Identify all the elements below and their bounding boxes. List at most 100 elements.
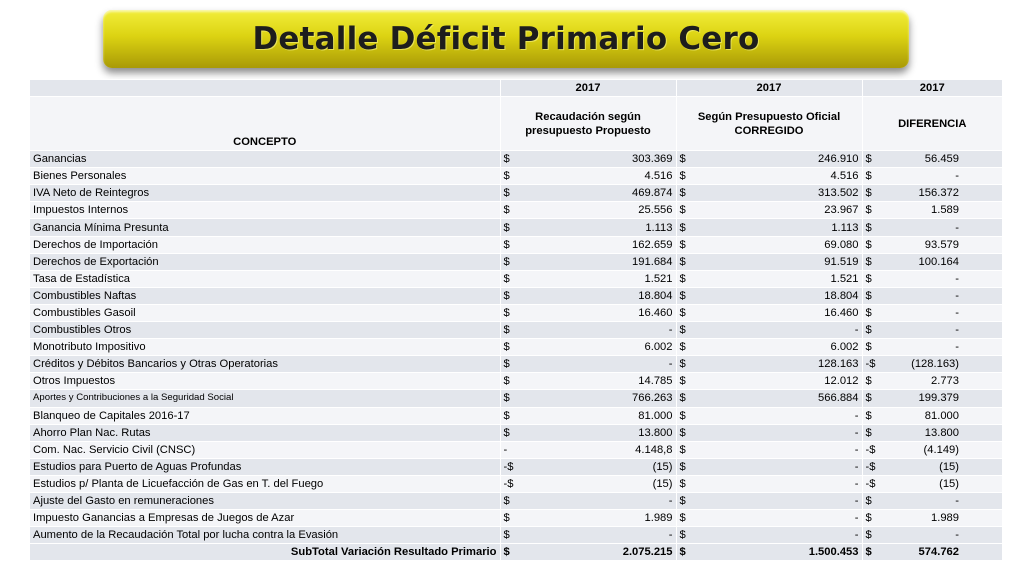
amount-value: (128.163): [911, 358, 959, 371]
amount-value: -: [854, 529, 859, 542]
currency-sign: $: [865, 495, 872, 508]
subtotal-difference-cell: $574.762: [861, 543, 1002, 561]
currency-sign: $: [503, 187, 510, 200]
amount-value: 18.804: [824, 289, 859, 302]
amount-value: 2.773: [931, 375, 959, 388]
currency-sign: $: [865, 221, 872, 234]
difference-cell: $ -: [861, 321, 1002, 339]
amount-value: -: [854, 477, 859, 490]
amount-value: (15): [939, 477, 959, 490]
difference-cell: $13.800: [861, 423, 1002, 442]
year-header: 2017: [675, 78, 862, 97]
difference-cell: $1.589: [861, 201, 1002, 219]
official-amount-cell: $ -: [675, 457, 862, 476]
table-row: Impuestos Internos $25.556 $23.967 $1.589: [30, 201, 1002, 219]
amount-value: 12.012: [824, 375, 859, 388]
currency-sign: $: [679, 443, 686, 456]
amount-value: 4.148,8: [635, 443, 673, 456]
amount-value: -: [668, 358, 673, 371]
amount-value: 313.502: [818, 187, 859, 200]
amount-value: 1.113: [645, 221, 673, 234]
concept-cell: Bienes Personales: [30, 167, 500, 185]
year-header-row: 2017 2017 2017: [30, 78, 1002, 97]
concept-cell: Derechos de Exportación: [30, 252, 500, 271]
concept-cell: Combustibles Otros: [30, 321, 500, 339]
currency-sign: $: [865, 324, 872, 337]
currency-sign: $: [679, 204, 686, 217]
official-amount-cell: $ -: [675, 491, 862, 510]
difference-cell: $81.000: [861, 406, 1002, 425]
currency-sign: $: [679, 477, 686, 490]
amount-value: -: [955, 341, 959, 354]
official-amount-cell: $ -: [675, 440, 862, 459]
currency-sign: -$: [503, 477, 514, 490]
amount-value: -: [668, 495, 673, 508]
currency-sign: $: [679, 358, 686, 371]
difference-cell: $1.989: [861, 509, 1002, 527]
currency-sign: -$: [503, 460, 514, 473]
currency-sign: $: [679, 306, 686, 319]
amount-value: (15): [652, 460, 673, 473]
table-row: Derechos de Exportación $191.684 $91.519 $1…: [30, 252, 1002, 271]
currency-sign: $: [503, 409, 510, 422]
proposed-amount-cell: $6.002: [499, 338, 676, 356]
amount-value: -: [668, 324, 673, 337]
amount-value: -: [854, 512, 859, 525]
proposed-amount-cell: $ -: [499, 355, 676, 373]
proposed-amount-cell: $4.516: [499, 167, 676, 185]
amount-value: -: [955, 495, 959, 508]
amount-value: -: [955, 289, 959, 302]
amount-value: 199.379: [918, 392, 959, 405]
table-row: Combustibles Gasoil $16.460 $16.460 $ -: [30, 303, 1002, 322]
amount-value: 2.075.215: [622, 546, 673, 559]
table-row: Otros Impuestos $14.785 $12.012 $2.773: [30, 372, 1002, 390]
amount-value: -: [955, 170, 959, 183]
official-amount-cell: $246.910: [675, 150, 862, 168]
amount-value: -: [854, 324, 859, 337]
official-amount-cell: $91.519: [675, 252, 862, 271]
concept-cell: Impuesto Ganancias a Empresas de Juegos …: [30, 509, 500, 527]
amount-value: (15): [652, 477, 673, 490]
currency-sign: $: [679, 529, 686, 542]
amount-value: 128.163: [818, 358, 859, 371]
currency-sign: $: [503, 426, 510, 439]
concept-cell: Monotributo Impositivo: [30, 338, 500, 356]
difference-cell: -$ (15): [861, 474, 1002, 493]
currency-sign: $: [865, 529, 872, 542]
currency-sign: $: [865, 204, 872, 217]
amount-value: -: [854, 460, 859, 473]
year-header: 2017: [861, 78, 1002, 97]
concept-cell: Aumento de la Recaudación Total por luch…: [30, 526, 500, 544]
official-amount-cell: $ -: [675, 321, 862, 339]
amount-value: 303.369: [632, 153, 673, 166]
currency-sign: $: [503, 170, 510, 183]
table-row: Derechos de Importación $162.659 $69.080 $9…: [30, 235, 1002, 254]
difference-cell: $156.372: [861, 184, 1002, 202]
difference-cell: $56.459: [861, 150, 1002, 168]
amount-value: 25.556: [638, 204, 673, 217]
currency-sign: $: [679, 375, 686, 388]
currency-sign: $: [865, 272, 872, 285]
amount-value: 18.804: [638, 289, 673, 302]
difference-cell: $ -: [861, 338, 1002, 356]
amount-value: 1.589: [931, 204, 959, 217]
table-row: Blanqueo de Capitales 2016-17 $81.000 $ - $8…: [30, 406, 1002, 425]
table-row: Estudios p/ Planta de Licuefacción de Ga…: [30, 474, 1002, 493]
difference-cell: $93.579: [861, 235, 1002, 254]
difference-cell: $2.773: [861, 372, 1002, 390]
amount-value: 16.460: [824, 306, 859, 319]
concept-cell: IVA Neto de Reintegros: [30, 184, 500, 202]
concept-header: CONCEPTO: [30, 96, 500, 151]
official-amount-cell: $ -: [675, 526, 862, 544]
proposed-amount-cell: $ -: [499, 526, 676, 544]
proposed-amount-cell: $469.874: [499, 184, 676, 202]
currency-sign: $: [503, 204, 510, 217]
amount-value: 56.459: [924, 153, 959, 166]
difference-cell: -$ (4.149): [861, 440, 1002, 459]
currency-sign: $: [679, 153, 686, 166]
official-amount-cell: $69.080: [675, 235, 862, 254]
amount-value: (15): [939, 460, 959, 473]
currency-sign: $: [503, 238, 510, 251]
amount-value: 1.989: [931, 512, 959, 525]
difference-cell: -$ (15): [861, 457, 1002, 476]
